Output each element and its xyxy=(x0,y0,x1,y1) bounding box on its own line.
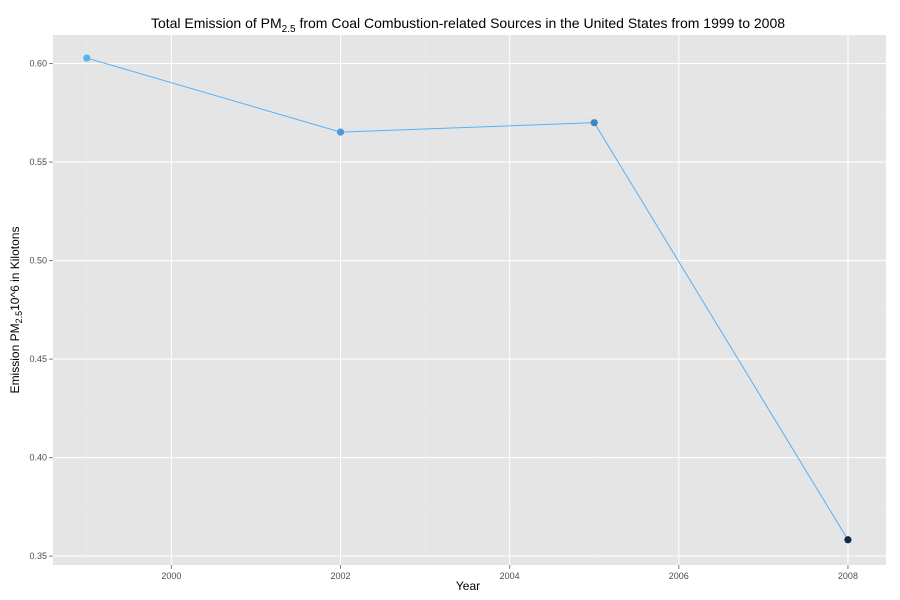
x-tick-label: 2000 xyxy=(161,571,181,581)
data-point-2008 xyxy=(844,536,852,544)
y-axis-title-subscript: 2.5 xyxy=(14,311,24,324)
chart-title-suffix: from Coal Combustion-related Sources in … xyxy=(296,15,786,31)
x-tick-label: 2008 xyxy=(838,571,858,581)
y-tick-label: 0.40 xyxy=(29,453,47,463)
x-tick-label: 2006 xyxy=(669,571,689,581)
plot-panel xyxy=(53,35,886,565)
y-axis-title-prefix: Emission PM xyxy=(8,323,22,393)
y-axis-title-suffix: 10^6 in Kilotons xyxy=(8,227,22,311)
chart-title-subscript: 2.5 xyxy=(282,24,296,35)
y-tick-label: 0.50 xyxy=(29,256,47,266)
series-line xyxy=(86,57,849,541)
points-layer xyxy=(83,54,852,544)
x-axis-title: Year xyxy=(456,579,480,593)
y-tick-label: 0.45 xyxy=(29,354,47,364)
y-tick-label: 0.35 xyxy=(29,551,47,561)
data-point-2002 xyxy=(336,128,345,136)
x-tick-label: 2002 xyxy=(331,571,351,581)
major-gridlines xyxy=(53,35,886,565)
y-axis-title: Emission PM2.510^6 in Kilotons xyxy=(8,227,24,394)
y-axis: 0.35 0.40 0.45 0.50 0.55 0.60 xyxy=(29,59,53,561)
y-tick-label: 0.60 xyxy=(29,59,47,69)
minor-gridlines xyxy=(53,35,886,565)
data-point-1999 xyxy=(83,54,91,62)
x-axis: 2000 2002 2004 2006 2008 xyxy=(161,565,858,581)
data-point-2005 xyxy=(590,119,598,127)
chart-title: Total Emission of PM2.5 from Coal Combus… xyxy=(151,15,785,35)
chart-title-prefix: Total Emission of PM xyxy=(151,15,282,31)
x-tick-label: 2004 xyxy=(500,571,520,581)
series-layer xyxy=(86,57,849,541)
y-tick-label: 0.55 xyxy=(29,157,47,167)
